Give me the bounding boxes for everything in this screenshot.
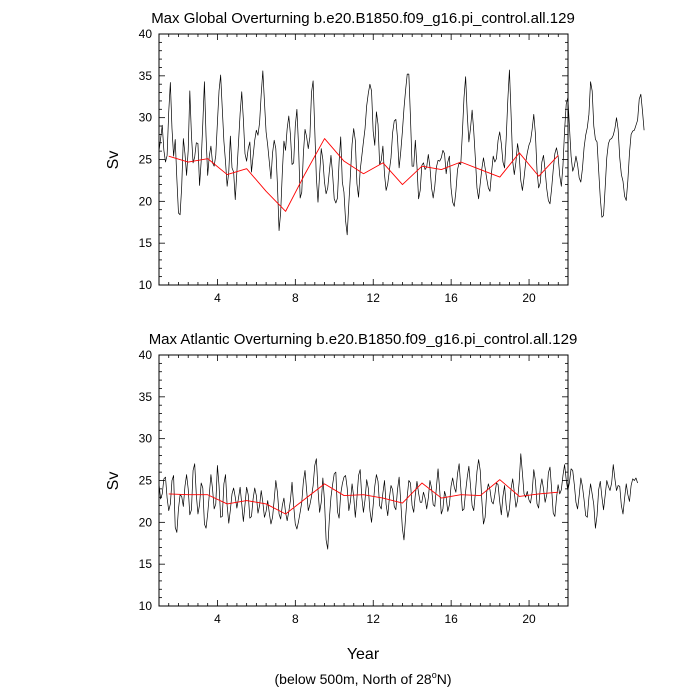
y-tick-label: 15: [139, 236, 153, 250]
y-axis-label: Sv: [105, 472, 122, 491]
monthly-series-line: [158, 453, 638, 550]
panel-global: Max Global Overturning b.e20.B1850.f09_g…: [105, 10, 645, 305]
y-tick-label: 25: [139, 474, 153, 488]
footnote-text-end: N): [437, 671, 452, 687]
chart-title: Max Global Overturning b.e20.B1850.f09_g…: [151, 10, 575, 27]
annual-mean-line: [168, 479, 559, 515]
y-tick-label: 40: [139, 27, 153, 41]
x-tick-label: 16: [444, 612, 458, 626]
y-tick-label: 25: [139, 153, 153, 167]
x-tick-label: 12: [367, 291, 381, 305]
y-tick-label: 20: [139, 194, 153, 208]
x-tick-label: 4: [214, 612, 221, 626]
y-tick-label: 20: [139, 515, 153, 529]
plot-frame: [158, 33, 569, 286]
plot-frame: [158, 354, 569, 607]
y-tick-label: 35: [139, 69, 153, 83]
y-tick-label: 40: [139, 348, 153, 362]
y-tick-label: 10: [139, 599, 153, 613]
annual-mean-line: [168, 138, 559, 212]
y-tick-label: 30: [139, 111, 153, 125]
x-tick-label: 8: [292, 291, 299, 305]
chart-title: Max Atlantic Overturning b.e20.B1850.f09…: [149, 331, 578, 348]
footnote-text: (below 500m, North of 28: [275, 671, 432, 687]
y-tick-label: 10: [139, 278, 153, 292]
monthly-series-line: [158, 69, 645, 236]
x-axis-label: Year: [347, 646, 380, 663]
x-tick-label: 4: [214, 291, 221, 305]
panel-atlantic: Max Atlantic Overturning b.e20.B1850.f09…: [105, 331, 638, 663]
x-tick-label: 16: [444, 291, 458, 305]
y-tick-label: 15: [139, 557, 153, 571]
x-tick-label: 8: [292, 612, 299, 626]
x-tick-label: 20: [522, 291, 536, 305]
y-tick-label: 35: [139, 390, 153, 404]
footnote: (below 500m, North of 28oN): [275, 670, 452, 687]
x-tick-label: 20: [522, 612, 536, 626]
x-tick-label: 12: [367, 612, 381, 626]
y-axis-label: Sv: [105, 151, 122, 170]
footnote-superscript: o: [432, 670, 437, 680]
y-tick-label: 30: [139, 432, 153, 446]
